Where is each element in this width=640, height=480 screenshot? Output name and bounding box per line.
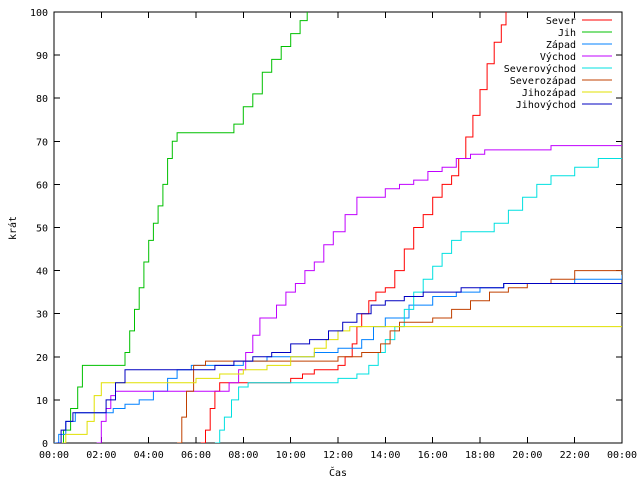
legend-label: Východ	[540, 51, 576, 63]
x-tick-label: 04:00	[134, 450, 164, 461]
legend-label: Západ	[546, 39, 576, 51]
x-tick-label: 00:00	[607, 450, 637, 461]
series-line-1	[56, 12, 308, 443]
x-tick-label: 20:00	[512, 450, 542, 461]
y-tick-label: 20	[36, 353, 48, 364]
legend-label: Jihovýchod	[516, 99, 576, 111]
y-tick-label: 30	[36, 310, 48, 321]
legend: SeverJihZápadVýchodSeverovýchodSeverozáp…	[504, 16, 612, 111]
y-tick-label: 90	[36, 51, 48, 62]
x-tick-label: 16:00	[418, 450, 448, 461]
x-axis-label: Čas	[329, 466, 347, 479]
series-line-4	[214, 158, 622, 443]
y-tick-label: 50	[36, 224, 48, 235]
series-line-6	[61, 326, 622, 443]
x-tick-label: 18:00	[465, 450, 495, 461]
y-tick-label: 10	[36, 396, 48, 407]
y-tick-label: 0	[42, 439, 48, 450]
y-tick-label: 60	[36, 180, 48, 191]
x-tick-label: 08:00	[228, 450, 258, 461]
series-lines	[54, 12, 622, 443]
x-tick-label: 12:00	[323, 450, 353, 461]
y-axis-label: krát	[7, 216, 19, 240]
y-tick-label: 100	[30, 8, 48, 19]
x-tick-label: 02:00	[86, 450, 116, 461]
y-tick-label: 80	[36, 94, 48, 105]
x-tick-label: 14:00	[370, 450, 400, 461]
y-tick-label: 40	[36, 267, 48, 278]
legend-label: Jihozápad	[522, 87, 576, 99]
legend-label: Severozápad	[510, 75, 576, 87]
legend-label: Jih	[558, 28, 576, 39]
x-tick-label: 22:00	[560, 450, 590, 461]
legend-label: Severovýchod	[504, 63, 576, 75]
series-line-7	[56, 283, 622, 443]
x-tick-label: 00:00	[39, 450, 69, 461]
series-line-5	[177, 270, 622, 443]
y-tick-label: 70	[36, 137, 48, 148]
x-tick-label: 10:00	[276, 450, 306, 461]
axes: 0 10 20 30 40 50 60 70 80 90 100 00:00 02:00 04:00 06:…	[30, 8, 637, 461]
x-tick-label: 06:00	[181, 450, 211, 461]
series-line-3	[96, 145, 622, 443]
legend-label: Sever	[546, 16, 576, 27]
